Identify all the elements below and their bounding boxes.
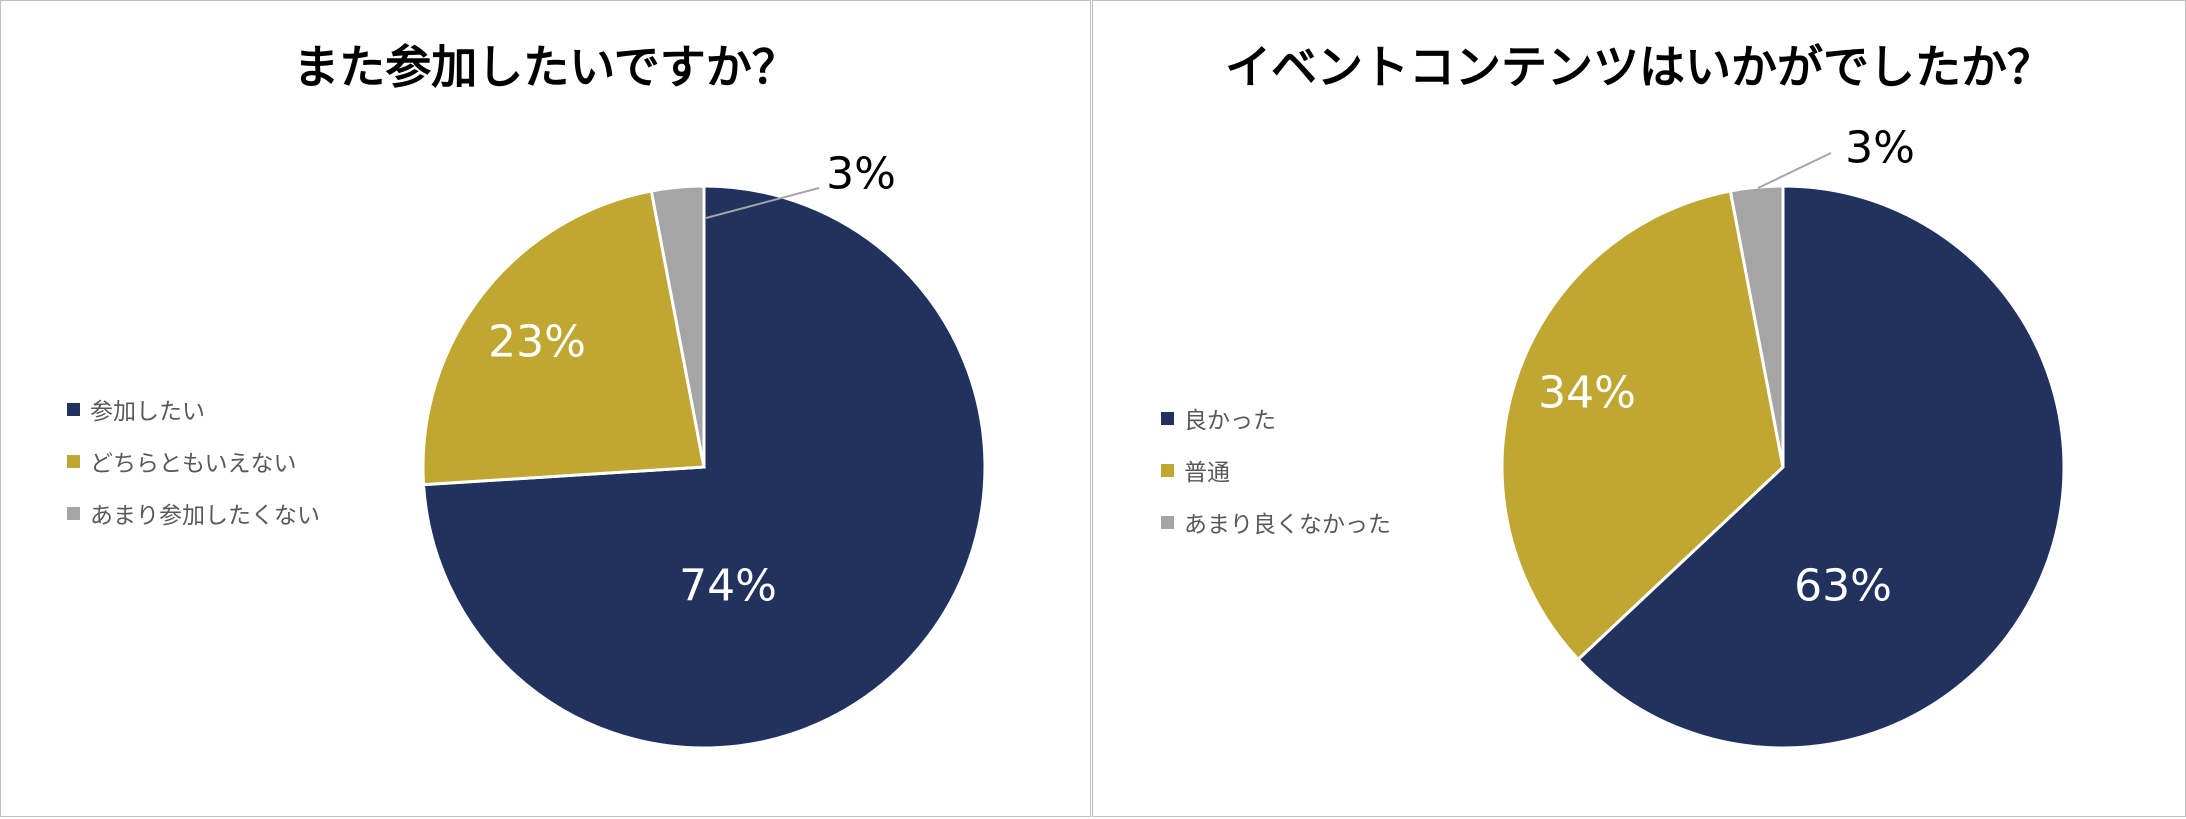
- legend: 参加したい どちらともいえない あまり参加したくない: [67, 383, 320, 539]
- legend: 良かった 普通 あまり良くなかった: [1161, 392, 1391, 548]
- legend-swatch: [1161, 411, 1174, 425]
- legend-label: 参加したい: [90, 399, 205, 425]
- pie-slice: [1576, 184, 2066, 750]
- chart-title: イベントコンテンツはいかがでしたか？: [1225, 40, 2053, 94]
- legend-swatch: [67, 506, 80, 520]
- legend-item: どちらともいえない: [67, 435, 320, 487]
- data-label: 23%: [488, 316, 586, 368]
- leader-line: [705, 187, 820, 219]
- legend-swatch: [67, 454, 80, 468]
- legend-item: 良かった: [1161, 392, 1391, 444]
- pie-slice: [649, 184, 706, 468]
- chart-panel-2: イベントコンテンツはいかがでしたか？ 良かった 普通 あまり良くなかった 63%…: [1092, 0, 2186, 817]
- legend-item: あまり参加したくない: [67, 487, 320, 539]
- pie-slice: [421, 189, 706, 487]
- pie-slice: [1500, 189, 1785, 662]
- legend-swatch: [1161, 515, 1174, 529]
- data-label: 74%: [679, 560, 777, 612]
- data-label: 63%: [1794, 560, 1892, 612]
- data-label: 3%: [1845, 122, 1915, 174]
- data-label: 3%: [826, 148, 896, 200]
- legend-label: あまり良くなかった: [1184, 512, 1391, 538]
- legend-swatch: [67, 402, 80, 416]
- pie-chart-2: [1500, 152, 2066, 750]
- legend-swatch: [1161, 463, 1174, 477]
- legend-item: あまり良くなかった: [1161, 496, 1391, 548]
- legend-label: あまり参加したくない: [90, 503, 320, 529]
- legend-label: 普通: [1184, 460, 1230, 486]
- data-label: 34%: [1538, 367, 1636, 419]
- legend-label: どちらともいえない: [90, 451, 297, 477]
- pie-chart-1: [421, 184, 987, 750]
- pie-slice: [1728, 184, 1785, 468]
- chart-title: また参加したいですか？: [293, 40, 798, 94]
- legend-item: 参加したい: [67, 383, 320, 435]
- legend-label: 良かった: [1184, 408, 1276, 434]
- leader-line: [1757, 152, 1832, 189]
- chart-panel-1: また参加したいですか？ 参加したい どちらともいえない あまり参加したくない 7…: [0, 0, 1091, 817]
- legend-item: 普通: [1161, 444, 1391, 496]
